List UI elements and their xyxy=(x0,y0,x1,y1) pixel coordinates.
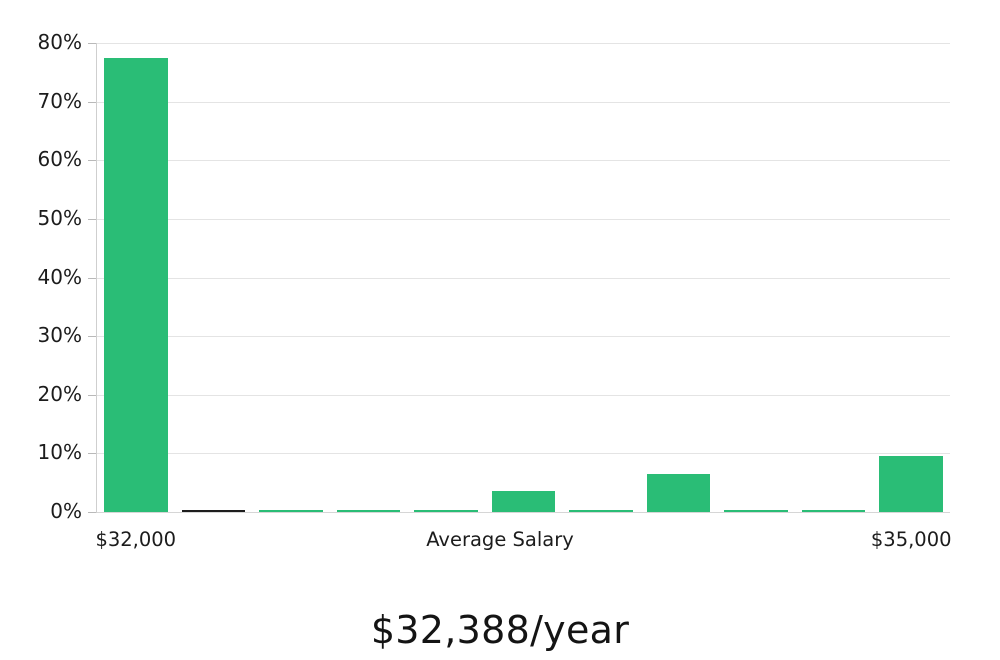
y-tick-label: 70% xyxy=(37,88,82,113)
gridline xyxy=(97,277,950,279)
gridline xyxy=(97,336,950,338)
gridline xyxy=(97,218,950,220)
y-tick-mark xyxy=(88,101,96,103)
y-tick-mark xyxy=(88,394,96,396)
x-axis-title: Average Salary xyxy=(426,528,574,551)
y-tick-label: 60% xyxy=(37,147,82,172)
y-tick-label: 10% xyxy=(37,440,82,465)
bar xyxy=(103,58,168,512)
y-axis-spine xyxy=(96,43,97,513)
y-tick-label: 0% xyxy=(50,499,82,523)
x-tick-label: $32,000 xyxy=(95,528,177,551)
x-tick-label: $35,000 xyxy=(870,528,952,551)
y-tick-mark xyxy=(88,277,96,279)
bar xyxy=(801,510,866,512)
bar xyxy=(879,456,943,512)
gridline xyxy=(97,453,950,455)
bar xyxy=(336,510,401,512)
y-tick-label: 20% xyxy=(37,381,82,406)
figure-caption: $32,388/year xyxy=(370,608,630,652)
bar xyxy=(181,510,246,512)
y-tick-mark xyxy=(88,43,96,44)
gridline xyxy=(97,101,950,103)
y-tick-mark xyxy=(88,512,96,513)
gridline xyxy=(97,394,950,396)
plot-area xyxy=(97,43,950,513)
bar xyxy=(724,510,788,512)
y-tick-label: 40% xyxy=(37,264,82,289)
y-tick-label: 80% xyxy=(37,30,82,54)
gridline xyxy=(97,43,950,44)
bar xyxy=(414,510,478,512)
bar xyxy=(491,490,556,512)
y-tick-mark xyxy=(88,336,96,338)
y-tick-label: 50% xyxy=(37,205,82,230)
gridline xyxy=(97,512,950,513)
y-tick-mark xyxy=(88,218,96,220)
y-tick-mark xyxy=(88,160,96,162)
y-tick-mark xyxy=(88,453,96,455)
bar xyxy=(259,510,323,512)
bar xyxy=(569,510,633,512)
gridline xyxy=(97,160,950,162)
y-tick-label: 30% xyxy=(37,323,82,348)
bar xyxy=(646,473,711,512)
